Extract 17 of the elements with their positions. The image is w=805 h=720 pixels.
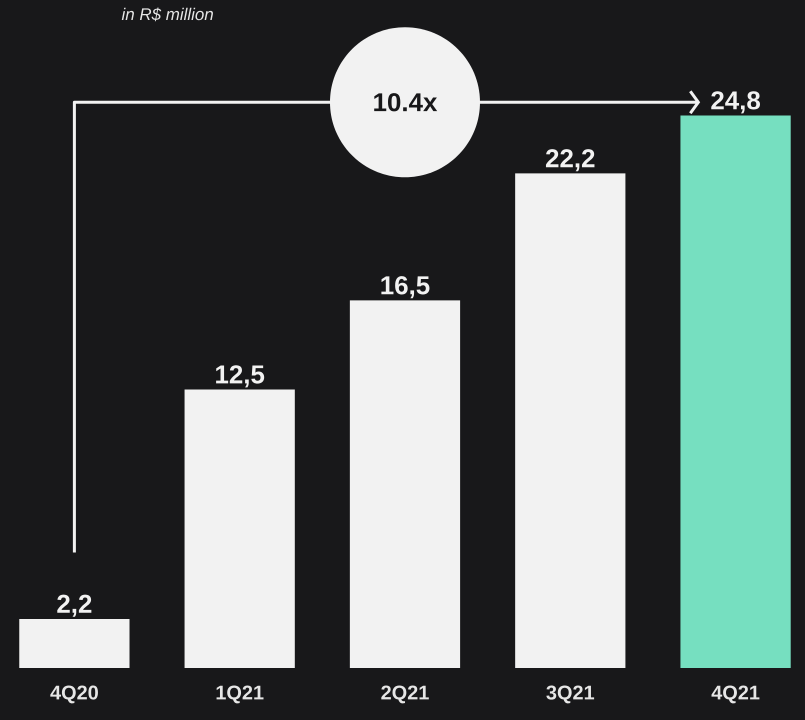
bar <box>680 116 791 668</box>
bar <box>350 300 460 668</box>
data-label: 16,5 <box>381 276 430 298</box>
bar <box>515 173 626 668</box>
x-tick-label: 1Q21 <box>216 686 264 704</box>
x-tick-label: 3Q21 <box>546 686 594 704</box>
chart-subtitle: in R$ million <box>122 8 213 22</box>
data-label: 22,2 <box>546 149 594 172</box>
data-label: 2,2 <box>57 594 92 617</box>
text: 10.4x <box>374 93 438 112</box>
bar <box>184 390 295 668</box>
bar <box>19 618 130 668</box>
data-label: 24,8 <box>711 91 760 114</box>
x-tick-label: 4Q20 <box>50 686 98 704</box>
x-tick-label: 4Q21 <box>712 686 760 704</box>
data-label: 12,5 <box>216 365 264 388</box>
x-tick-label: 2Q21 <box>381 686 429 704</box>
